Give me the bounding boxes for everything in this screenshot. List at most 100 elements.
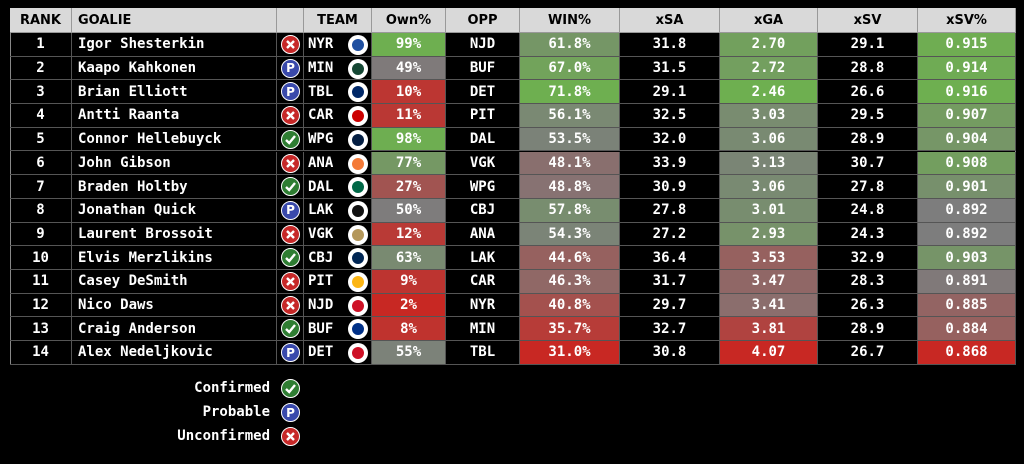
xsv-cell: 32.9 — [818, 246, 918, 270]
goalie-cell: Kaapo Kahkonen — [72, 56, 277, 81]
opp-cell: CAR — [446, 270, 520, 294]
status-cell — [277, 293, 304, 318]
team-logo-mark — [352, 181, 364, 194]
own-cell: 2% — [372, 293, 446, 318]
team-logo — [348, 177, 368, 198]
xsa-cell: 31.5 — [620, 56, 720, 81]
team-cell: TBL — [304, 80, 372, 105]
status-icon — [281, 153, 300, 173]
column-header: GOALIE — [72, 8, 277, 33]
rank-cell: 4 — [10, 104, 72, 128]
xsa-cell: 30.9 — [620, 175, 720, 199]
xsa-cell: 30.8 — [620, 341, 720, 365]
rank-cell: 14 — [10, 341, 72, 365]
goalie-cell: Laurent Brossoit — [72, 222, 277, 247]
team-logo-mark — [352, 62, 364, 75]
rank-cell: 1 — [10, 33, 72, 57]
team-logo — [348, 248, 368, 269]
rank-cell: 9 — [10, 222, 72, 247]
xsv-cell: 26.3 — [818, 293, 918, 318]
opp-cell: WPG — [446, 175, 520, 199]
column-header: RANK — [10, 8, 72, 33]
team-logo-mark — [352, 252, 364, 265]
column-header: OPP — [446, 8, 520, 33]
team-cell: DAL — [304, 175, 372, 199]
xsv-cell: 24.8 — [818, 198, 918, 223]
opp-cell: NYR — [446, 293, 520, 318]
team-logo-mark — [352, 86, 364, 99]
xsa-cell: 32.7 — [620, 317, 720, 342]
xsvp-cell: 0.916 — [918, 80, 1016, 105]
xsvp-cell: 0.901 — [918, 175, 1016, 199]
xga-cell: 2.46 — [720, 80, 818, 105]
status-icon: P — [281, 343, 300, 363]
opp-cell: MIN — [446, 317, 520, 342]
team-cell: ANA — [304, 151, 372, 176]
win-cell: 31.0% — [520, 341, 620, 365]
team-logo-mark — [352, 276, 364, 288]
team-logo — [348, 200, 368, 221]
team-logo — [348, 343, 368, 364]
cross-mark — [286, 111, 295, 120]
check-mark — [285, 384, 296, 394]
goalie-cell: Elvis Merzlikins — [72, 246, 277, 270]
xga-cell: 2.93 — [720, 222, 818, 247]
xga-cell: 2.70 — [720, 33, 818, 57]
team-cell: VGK — [304, 222, 372, 247]
opp-cell: BUF — [446, 56, 520, 81]
rank-cell: 8 — [10, 198, 72, 223]
cross-mark — [286, 300, 295, 310]
team-logo — [348, 35, 368, 55]
status-cell: P — [277, 80, 304, 105]
status-icon: P — [281, 200, 300, 220]
own-cell: 50% — [372, 198, 446, 223]
status-cell — [277, 151, 304, 176]
xsv-cell: 29.5 — [818, 104, 918, 128]
team-logo-mark — [352, 110, 364, 123]
goalie-cell: Igor Shesterkin — [72, 33, 277, 57]
xsa-cell: 27.8 — [620, 198, 720, 223]
own-cell: 99% — [372, 33, 446, 57]
xsv-cell: 26.6 — [818, 80, 918, 105]
team-cell: NYR — [304, 33, 372, 57]
status-cell — [277, 270, 304, 294]
win-cell: 48.1% — [520, 151, 620, 176]
status-icon — [281, 295, 300, 315]
team-cell: NJD — [304, 293, 372, 318]
win-cell: 53.5% — [520, 127, 620, 152]
team-cell: WPG — [304, 127, 372, 152]
status-icon: P — [281, 82, 300, 102]
status-cell: P — [277, 56, 304, 81]
team-logo-mark — [352, 323, 364, 336]
win-cell: 46.3% — [520, 270, 620, 294]
rank-cell: 2 — [10, 56, 72, 81]
team-logo — [348, 82, 368, 103]
own-cell: 11% — [372, 104, 446, 128]
xsvp-cell: 0.903 — [918, 246, 1016, 270]
column-header: Own% — [372, 8, 446, 33]
xsa-cell: 32.5 — [620, 104, 720, 128]
team-logo — [348, 106, 368, 127]
win-cell: 57.8% — [520, 198, 620, 223]
cross-mark — [286, 40, 295, 49]
rank-cell: 11 — [10, 270, 72, 294]
xsvp-cell: 0.907 — [918, 104, 1016, 128]
xsv-cell: 30.7 — [818, 151, 918, 176]
xsv-cell: 28.9 — [818, 127, 918, 152]
opp-cell: PIT — [446, 104, 520, 128]
win-cell: 40.8% — [520, 293, 620, 318]
column-header: TEAM — [304, 8, 372, 33]
win-cell: 48.8% — [520, 175, 620, 199]
check-mark — [285, 324, 296, 335]
team-logo — [348, 224, 368, 245]
cross-mark — [286, 432, 295, 441]
status-icon — [281, 379, 300, 398]
status-icon — [281, 129, 300, 149]
cross-mark — [286, 229, 295, 239]
status-cell — [277, 104, 304, 128]
xsv-cell: 28.8 — [818, 56, 918, 81]
column-header: xSA — [620, 8, 720, 33]
xsv-cell: 28.9 — [818, 317, 918, 342]
own-cell: 55% — [372, 341, 446, 365]
